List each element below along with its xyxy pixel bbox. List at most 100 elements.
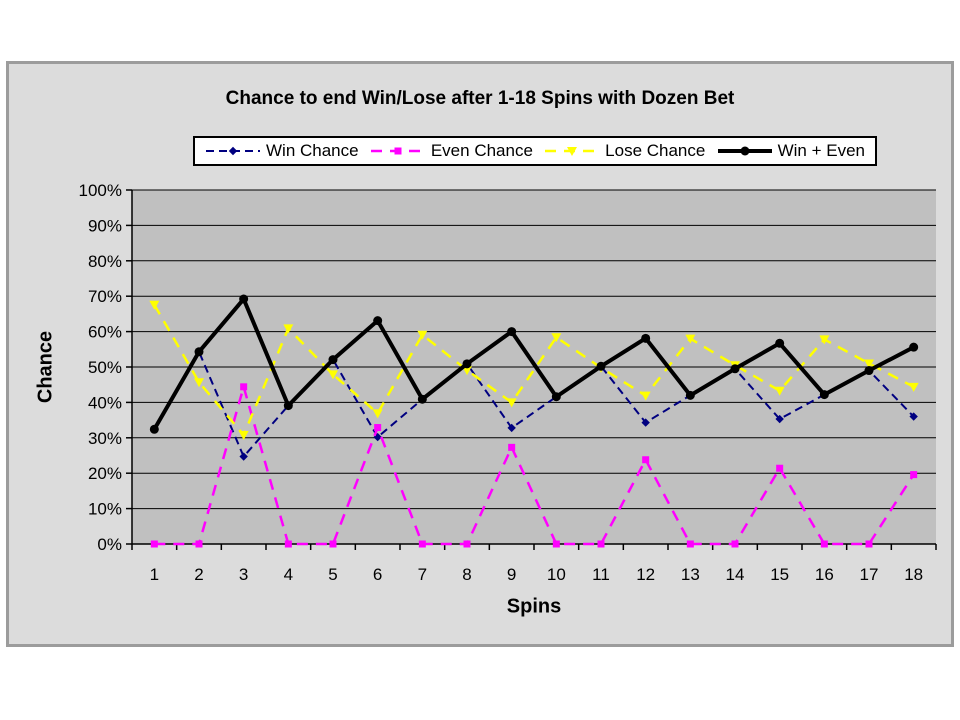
marker-triangle-down <box>908 382 919 392</box>
marker-circle <box>149 424 159 434</box>
legend-marker-even-chance-icon <box>370 147 425 155</box>
x-tick-label: 1 <box>150 565 159 584</box>
marker-circle <box>596 361 606 371</box>
marker-diamond <box>239 452 248 461</box>
y-tick-label: 80% <box>88 252 122 271</box>
x-tick-label: 7 <box>418 565 427 584</box>
marker-triangle-down <box>864 359 874 369</box>
marker-square <box>597 540 605 548</box>
marker-circle <box>283 401 293 411</box>
chart-title: Chance to end Win/Lose after 1-18 Spins … <box>225 88 735 109</box>
legend-item-win-chance: Win Chance <box>205 141 359 161</box>
marker-diamond <box>641 418 650 427</box>
y-tick-label: 90% <box>88 216 122 235</box>
marker-circle <box>641 333 651 343</box>
marker-circle <box>373 316 383 326</box>
marker-triangle-down <box>283 324 294 334</box>
marker-square <box>374 424 382 432</box>
marker-circle <box>417 394 427 404</box>
marker-square <box>910 471 918 479</box>
marker-square <box>731 540 739 548</box>
x-tick-label: 18 <box>904 565 923 584</box>
marker-diamond <box>775 414 784 424</box>
marker-circle <box>239 294 249 304</box>
legend-label-win-chance: Win Chance <box>266 141 359 160</box>
x-tick-label: 8 <box>462 565 471 584</box>
marker-square <box>508 443 516 451</box>
marker-triangle-down <box>417 330 428 340</box>
legend-label-win-even: Win + Even <box>777 141 865 160</box>
marker-triangle-down <box>640 391 651 401</box>
marker-circle <box>551 392 561 402</box>
series-even-chance <box>150 382 918 548</box>
marker-circle <box>740 146 750 156</box>
marker-triangle-down <box>685 334 696 344</box>
marker-circle <box>507 327 517 337</box>
marker-circle <box>864 366 874 376</box>
marker-circle <box>775 338 785 348</box>
series-win-even <box>149 294 919 434</box>
series-line-win-even <box>152 295 915 431</box>
series-line-lose-chance <box>153 304 915 438</box>
marker-triangle-down <box>149 300 160 310</box>
x-tick-label: 17 <box>860 565 879 584</box>
marker-diamond <box>507 423 516 433</box>
marker-circle <box>462 359 472 369</box>
x-tick-label: 15 <box>770 565 789 584</box>
y-tick-label: 20% <box>88 464 122 483</box>
x-tick-label: 16 <box>815 565 834 584</box>
x-tick-label: 14 <box>726 565 745 584</box>
x-tick-label: 3 <box>239 565 248 584</box>
marker-triangle-down <box>774 386 785 396</box>
marker-square <box>642 456 650 464</box>
y-tick-label: 0% <box>97 535 122 554</box>
legend-marker-win-even-icon <box>717 146 772 156</box>
marker-circle <box>685 390 695 400</box>
marker-triangle-down <box>551 333 562 343</box>
marker-square <box>686 540 694 548</box>
y-axis-title: Chance <box>34 330 57 404</box>
marker-square <box>418 540 426 548</box>
marker-triangle-down <box>194 378 204 388</box>
marker-square <box>820 540 828 548</box>
legend-item-lose-chance: Lose Chance <box>544 141 705 161</box>
x-tick-label: 9 <box>507 565 516 584</box>
marker-triangle-down <box>462 366 472 376</box>
marker-square <box>150 540 158 548</box>
marker-triangle-down <box>819 335 830 345</box>
y-tick-label: 30% <box>88 429 122 448</box>
marker-triangle-down <box>372 409 383 419</box>
legend-label-lose-chance: Lose Chance <box>605 141 706 160</box>
marker-square <box>463 540 471 548</box>
y-tick-label: 70% <box>88 287 122 306</box>
marker-square <box>195 540 203 548</box>
x-tick-label: 4 <box>284 565 293 584</box>
marker-circle <box>194 347 204 357</box>
marker-square <box>394 147 402 155</box>
marker-triangle-down <box>506 398 517 408</box>
marker-square <box>329 540 337 548</box>
marker-square <box>284 540 292 548</box>
y-tick-label: 40% <box>88 393 122 412</box>
x-axis-title: Spins <box>506 595 562 618</box>
marker-triangle-down <box>567 147 578 156</box>
x-tick-label: 5 <box>328 565 337 584</box>
series-lose-chance <box>149 300 919 440</box>
marker-square <box>552 540 560 548</box>
marker-circle <box>819 390 829 400</box>
series-line-win-chance <box>153 349 915 459</box>
x-tick-label: 11 <box>592 565 610 584</box>
legend-marker-lose-chance-icon <box>545 147 600 156</box>
x-tick-label: 12 <box>636 565 655 584</box>
y-tick-label: 10% <box>88 500 122 519</box>
x-tick-label: 13 <box>681 565 700 584</box>
marker-circle <box>730 364 740 374</box>
marker-circle <box>909 342 919 352</box>
marker-triangle-down <box>328 370 338 380</box>
marker-diamond <box>909 412 918 421</box>
marker-square <box>865 540 873 548</box>
legend-label-even-chance: Even Chance <box>430 141 533 160</box>
legend-item-win-even: Win + Even <box>717 141 865 161</box>
